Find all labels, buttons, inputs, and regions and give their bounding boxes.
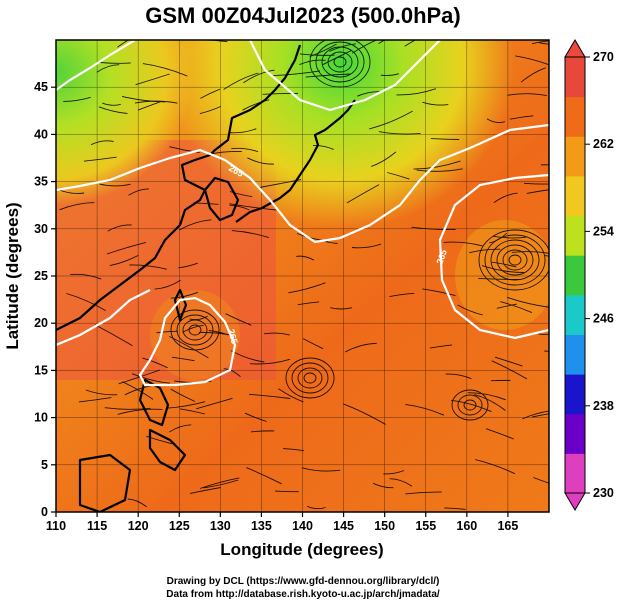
colorbar-band xyxy=(565,374,585,415)
coastline-china xyxy=(56,44,302,331)
x-tick-label: 130 xyxy=(210,519,231,533)
coastline-luzon xyxy=(138,378,170,427)
contour-line-ne xyxy=(249,40,441,112)
streamlines xyxy=(56,40,549,510)
colorbar-label: 230 xyxy=(593,486,614,500)
y-tick-label: 20 xyxy=(34,316,48,330)
colorbar-label: 270 xyxy=(593,50,614,64)
colorbar-label: 262 xyxy=(593,137,614,151)
colorbar: 270 262 254 246 238 230 xyxy=(564,39,614,511)
coastlines xyxy=(56,44,356,512)
x-tick-label: 125 xyxy=(169,519,190,533)
credit-line-2: Data from http://database.rish.kyoto-u.a… xyxy=(166,589,440,600)
coastline-japan xyxy=(235,99,356,223)
y-axis-label: Latitude (degrees) xyxy=(3,202,22,349)
x-axis-label: Longitude (degrees) xyxy=(220,540,383,559)
x-axis-ticks: 110 115 120 125 130 135 140 145 150 155 160 165 xyxy=(46,512,518,533)
y-tick-label: 0 xyxy=(41,505,48,519)
colorbar-band xyxy=(565,57,585,98)
x-tick-label: 150 xyxy=(374,519,395,533)
y-tick-label: 5 xyxy=(41,458,48,472)
colorbar-label: 238 xyxy=(593,399,614,413)
colorbar-band xyxy=(565,294,585,335)
colorbar-top-triangle xyxy=(564,39,586,58)
contour-line-west xyxy=(56,289,151,347)
coastline-borneo xyxy=(78,453,132,512)
contour-line-nw xyxy=(56,40,136,91)
colorbar-band xyxy=(565,136,585,177)
x-tick-label: 140 xyxy=(292,519,313,533)
contour-label-east: 265 xyxy=(434,248,449,266)
y-tick-label: 10 xyxy=(34,411,48,425)
y-tick-label: 35 xyxy=(34,175,48,189)
y-tick-label: 15 xyxy=(34,363,48,377)
contour-line-anticyclone-west xyxy=(138,296,237,387)
y-axis-ticks: 0 5 10 15 20 25 30 35 40 45 xyxy=(34,80,56,519)
contour-line-anticyclone-east xyxy=(438,173,549,340)
x-tick-label: 160 xyxy=(456,519,477,533)
colorbar-band xyxy=(565,215,585,256)
x-tick-label: 135 xyxy=(251,519,272,533)
x-tick-label: 115 xyxy=(87,519,107,533)
y-tick-label: 45 xyxy=(34,80,48,94)
x-tick-label: 145 xyxy=(333,519,354,533)
credit-line-1: Drawing by DCL (https://www.gfd-dennou.o… xyxy=(167,576,440,587)
x-tick-label: 110 xyxy=(46,519,66,533)
colorbar-band xyxy=(565,175,585,217)
coastline-taiwan xyxy=(173,288,188,322)
y-tick-label: 40 xyxy=(34,127,48,141)
colorbar-band xyxy=(565,453,585,494)
contours xyxy=(56,40,549,387)
coastline-philippines-south xyxy=(148,428,187,472)
y-tick-label: 30 xyxy=(34,222,48,236)
chart-title: GSM 00Z04Jul2023 (500.0hPa) xyxy=(145,3,461,28)
y-tick-label: 25 xyxy=(34,269,48,283)
contour-label-west: 265 xyxy=(226,328,240,345)
colorbar-band xyxy=(565,96,585,137)
coastline-korea xyxy=(203,176,240,222)
colorbar-band xyxy=(565,334,585,375)
colorbar-label: 246 xyxy=(593,312,614,326)
x-tick-label: 120 xyxy=(128,519,149,533)
contour-line-north xyxy=(56,123,549,244)
x-tick-label: 155 xyxy=(415,519,436,533)
x-tick-label: 165 xyxy=(497,519,518,533)
plot-area: 265 265 265 xyxy=(56,40,549,512)
lat-lon-grid xyxy=(56,40,549,512)
colorbar-label: 254 xyxy=(593,224,614,238)
colorbar-bottom-triangle xyxy=(564,492,586,511)
colorbar-band xyxy=(565,255,585,296)
colorbar-frame xyxy=(564,56,586,494)
colorbar-band xyxy=(565,413,585,454)
